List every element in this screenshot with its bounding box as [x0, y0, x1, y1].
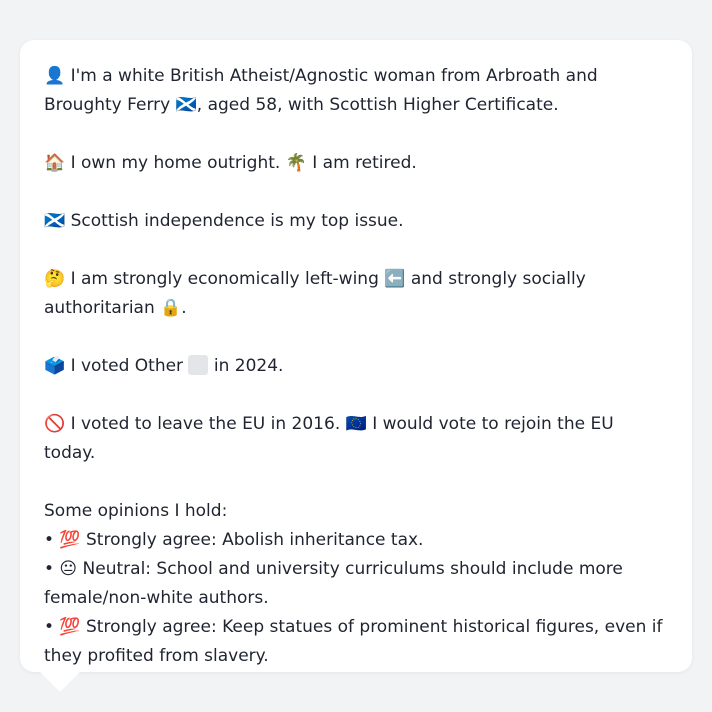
spacer	[44, 381, 670, 410]
opinion-item: • 😐 Neutral: School and university curri…	[44, 559, 623, 608]
spacer	[44, 468, 670, 497]
top-issue-line: 🏴󠁧󠁢󠁳󠁣󠁴󠁿 Scottish independence is my top …	[44, 211, 404, 231]
persona-message-bubble: 👤 I'm a white British Atheist/Agnostic w…	[20, 40, 692, 672]
housing-line: 🏠 I own my home outright. 🌴 I am retired…	[44, 153, 417, 173]
opinions-heading: Some opinions I hold:	[44, 501, 228, 521]
spacer	[44, 323, 670, 352]
opinion-item: • 💯 Strongly agree: Keep statues of prom…	[44, 617, 663, 666]
spacer	[44, 236, 670, 265]
eu-vote-line: 🚫 I voted to leave the EU in 2016. 🇪🇺 I …	[44, 414, 614, 463]
spacer	[44, 178, 670, 207]
political-stance-line: 🤔 I am strongly economically left-wing ⬅…	[44, 269, 586, 318]
opinion-item: • 💯 Strongly agree: Abolish inheritance …	[44, 530, 424, 550]
spacer	[44, 120, 670, 149]
vote-2024-line: 🗳️ I voted Other in 2024.	[44, 352, 670, 381]
bubble-tail	[40, 672, 80, 692]
other-party-swatch-icon	[188, 355, 209, 375]
identity-line: 👤 I'm a white British Atheist/Agnostic w…	[44, 66, 598, 115]
vote-2024-year-text: in 2024.	[213, 356, 284, 376]
vote-2024-text: 🗳️ I voted Other	[44, 356, 184, 376]
